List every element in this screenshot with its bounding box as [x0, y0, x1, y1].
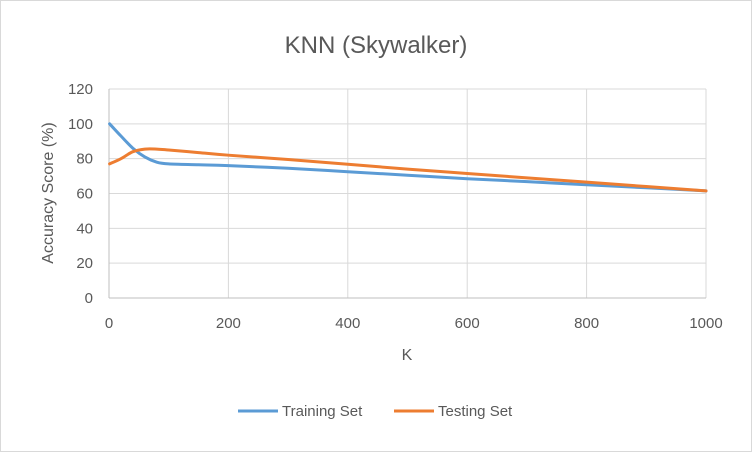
gridlines — [109, 88, 707, 298]
x-tick-labels: 0 200 400 600 800 1000 — [105, 315, 723, 332]
y-tick-label: 120 — [68, 81, 93, 98]
x-tick-label: 200 — [216, 315, 241, 332]
x-axis-title: K — [402, 347, 413, 364]
y-tick-label: 60 — [76, 186, 93, 203]
y-tick-label: 20 — [76, 255, 93, 272]
y-tick-label: 40 — [76, 220, 93, 237]
series-line-testing-set — [108, 147, 708, 193]
x-tick-label: 600 — [455, 315, 480, 332]
y-axis-title: Accuracy Score (%) — [40, 122, 57, 263]
x-tick-label: 0 — [105, 315, 113, 332]
x-tick-label: 400 — [335, 315, 360, 332]
legend-label: Training Set — [282, 403, 363, 420]
y-tick-labels: 0 20 40 60 80 100 120 — [68, 81, 93, 307]
legend-label: Testing Set — [438, 403, 513, 420]
legend: Training Set Testing Set — [238, 403, 513, 420]
y-tick-label: 100 — [68, 116, 93, 133]
chart-title: KNN (Skywalker) — [285, 32, 468, 59]
legend-item-testing-set: Testing Set — [394, 403, 513, 420]
series-lines — [108, 122, 708, 193]
y-tick-label: 80 — [76, 151, 93, 168]
x-tick-label: 1000 — [689, 315, 722, 332]
x-tick-label: 800 — [574, 315, 599, 332]
legend-item-training-set: Training Set — [238, 403, 363, 420]
series-line-training-set — [108, 122, 708, 193]
y-tick-label: 0 — [85, 290, 93, 307]
